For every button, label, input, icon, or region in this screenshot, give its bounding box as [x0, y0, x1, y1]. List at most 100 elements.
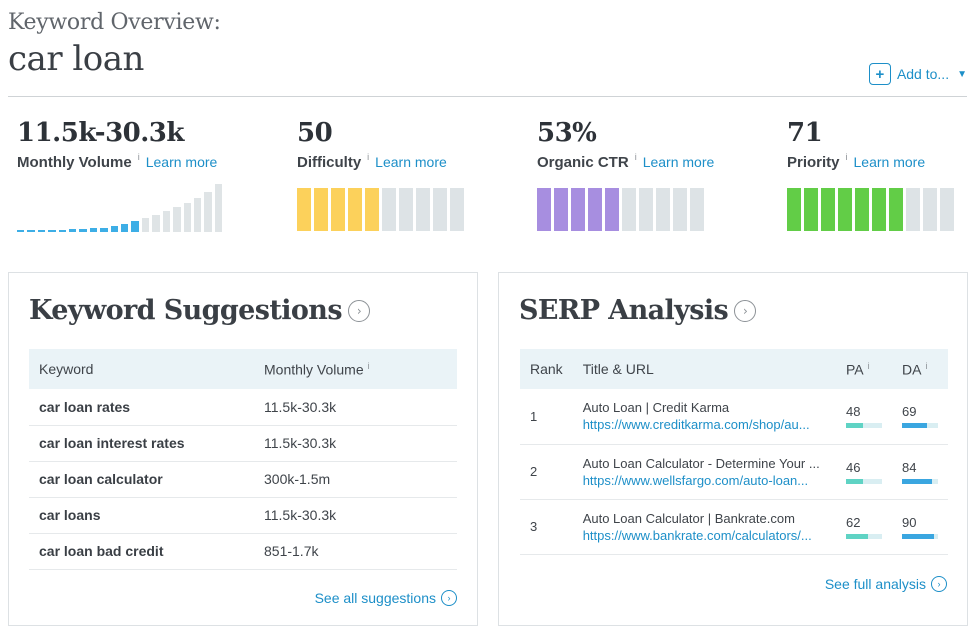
bar-segment [622, 188, 636, 231]
rank-cell: 3 [520, 499, 573, 555]
header-divider [8, 96, 967, 97]
bar-segment [297, 188, 311, 231]
see-full-label: See full analysis [824, 576, 926, 592]
table-row[interactable]: car loans 11.5k-30.3k [29, 497, 457, 534]
metric-difficulty: 50 Difficulty i Learn more [297, 118, 447, 171]
add-to-button[interactable]: + Add to... ▼ [868, 63, 967, 85]
add-to-label: Add to... [896, 66, 950, 82]
ctr-bar [537, 188, 704, 231]
table-row[interactable]: 1 Auto Loan | Credit Karma https://www.cre… [520, 389, 948, 445]
column-header-title-url: Title & URL [582, 361, 654, 377]
keyword-suggestions-title[interactable]: Keyword Suggestions › [29, 295, 370, 326]
info-icon[interactable]: i [634, 152, 637, 162]
keyword-cell[interactable]: car loan bad credit [29, 533, 254, 570]
column-header-rank: Rank [530, 361, 563, 377]
serp-analysis-heading: SERP Analysis [519, 295, 729, 326]
keyword-cell[interactable]: car loan calculator [29, 461, 254, 498]
chevron-right-circle-icon[interactable]: › [734, 299, 757, 322]
caret-down-icon: ▼ [957, 68, 967, 80]
keyword-cell[interactable]: car loan rates [29, 389, 254, 426]
info-icon[interactable]: i [867, 360, 870, 371]
ctr-label: Organic CTR [537, 154, 629, 171]
title-url-cell: Auto Loan Calculator | Bankrate.com https… [572, 499, 836, 555]
bar-segment [554, 188, 568, 231]
result-title[interactable]: Auto Loan | Credit Karma [582, 400, 730, 416]
column-header-da: DA i [902, 360, 928, 378]
ctr-value: 53% [537, 118, 597, 148]
serp-analysis-title[interactable]: SERP Analysis › [519, 295, 757, 326]
da-value: 90 [902, 514, 917, 530]
info-icon[interactable]: i [137, 152, 140, 162]
table-header-row: Rank Title & URL PA i DA i [520, 349, 948, 389]
pa-cell: 62 [836, 499, 892, 555]
volume-bar [27, 230, 35, 232]
see-all-suggestions-link[interactable]: See all suggestions › [315, 590, 457, 606]
volume-bar [100, 228, 108, 232]
keyword-cell[interactable]: car loan interest rates [29, 425, 254, 462]
bar-segment [382, 188, 396, 231]
bar-segment [838, 188, 852, 231]
priority-learn-more-link[interactable]: Learn more [853, 154, 926, 170]
table-row[interactable]: car loan calculator 300k-1.5m [29, 461, 457, 498]
bar-segment [571, 188, 585, 231]
volume-cell: 11.5k-30.3k [254, 389, 457, 426]
info-icon[interactable]: i [925, 360, 928, 371]
see-full-analysis-link[interactable]: See full analysis › [825, 576, 947, 592]
title-url-cell: Auto Loan Calculator - Determine Your ..… [572, 444, 836, 500]
table-row[interactable]: 2 Auto Loan Calculator - Determine Your .… [520, 444, 948, 500]
ctr-learn-more-link[interactable]: Learn more [642, 154, 715, 170]
plus-icon: + [868, 63, 891, 85]
bar-segment [656, 188, 670, 231]
bar-segment [399, 188, 413, 231]
chevron-right-circle-icon[interactable]: › [347, 299, 370, 322]
volume-cell: 11.5k-30.3k [254, 425, 457, 462]
column-header-pa: PA i [846, 360, 870, 378]
table-row[interactable]: 3 Auto Loan Calculator | Bankrate.com http… [520, 499, 948, 555]
volume-learn-more-link[interactable]: Learn more [145, 154, 218, 170]
priority-value: 71 [787, 118, 823, 148]
result-title[interactable]: Auto Loan Calculator - Determine Your ..… [582, 455, 820, 471]
table-row[interactable]: car loan bad credit 851-1.7k [29, 533, 457, 570]
metric-volume: 11.5k-30.3k Monthly Volume i Learn more [17, 118, 217, 171]
keyword-cell[interactable]: car loans [29, 497, 254, 534]
page-title: car loan [8, 39, 144, 79]
bar-segment [889, 188, 903, 231]
rank-cell: 1 [520, 389, 573, 445]
volume-bar [17, 230, 25, 232]
info-icon[interactable]: i [845, 152, 848, 162]
difficulty-learn-more-link[interactable]: Learn more [375, 154, 447, 170]
table-row[interactable]: car loan rates 11.5k-30.3k [29, 389, 457, 426]
bar-segment [872, 188, 886, 231]
da-value: 84 [902, 459, 917, 475]
chevron-right-circle-icon: › [931, 576, 947, 592]
da-meter [902, 533, 938, 539]
volume-value: 11.5k-30.3k [17, 118, 184, 148]
result-url-link[interactable]: https://www.bankrate.com/calculators/... [582, 527, 812, 543]
result-title[interactable]: Auto Loan Calculator | Bankrate.com [582, 510, 795, 526]
info-icon[interactable]: i [367, 152, 370, 162]
bar-segment [331, 188, 345, 231]
info-icon[interactable]: i [367, 360, 370, 371]
pa-value: 48 [846, 404, 861, 420]
bar-segment [365, 188, 379, 231]
difficulty-bar [297, 188, 464, 231]
pa-value: 62 [846, 514, 861, 530]
volume-bar [37, 230, 46, 232]
priority-bar [787, 188, 954, 231]
bar-segment [787, 188, 801, 231]
bar-segment [416, 188, 430, 231]
volume-bar [121, 224, 129, 232]
rank-cell: 2 [520, 444, 573, 500]
metric-ctr: 53% Organic CTR i Learn more [537, 118, 714, 171]
volume-cell: 851-1.7k [254, 533, 457, 570]
da-value: 69 [902, 404, 917, 420]
volume-label: Monthly Volume [17, 154, 132, 171]
table-row[interactable]: car loan interest rates 11.5k-30.3k [29, 425, 457, 462]
result-url-link[interactable]: https://www.creditkarma.com/shop/au... [582, 417, 810, 433]
pa-cell: 48 [836, 389, 892, 445]
volume-bar [48, 230, 56, 232]
result-url-link[interactable]: https://www.wellsfargo.com/auto-loan... [582, 472, 809, 488]
pa-meter [846, 423, 882, 429]
volume-bar [110, 226, 119, 232]
bar-segment [855, 188, 869, 231]
